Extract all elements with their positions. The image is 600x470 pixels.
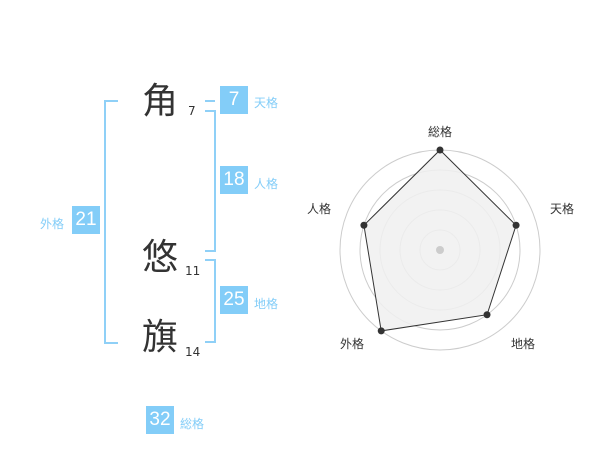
gaikaku-label: 外格 (40, 217, 65, 231)
tenkaku-value: 7 (220, 86, 248, 114)
radar-label-chikaku: 地格 (511, 337, 536, 351)
chikaku-value: 25 (220, 286, 248, 314)
stroke-count-3: 14 (185, 345, 201, 359)
stroke-count-1: 7 (188, 104, 196, 118)
gaikaku-bracket (104, 100, 118, 344)
radar-point (512, 221, 520, 229)
radar-point (436, 146, 444, 154)
gaikaku-value: 21 (72, 206, 100, 234)
jinkaku-bracket (205, 110, 216, 252)
radar-point (360, 221, 368, 229)
radar-label-gaikaku: 外格 (340, 337, 365, 351)
name-char-3: 旗 (141, 317, 178, 358)
radar-label-jinkaku: 人格 (307, 202, 332, 216)
name-char-2: 悠 (141, 237, 178, 278)
radar-point (377, 327, 385, 335)
soukaku-value: 32 (146, 406, 174, 434)
tenkaku-bracket (205, 100, 215, 102)
stroke-count-2: 11 (185, 264, 201, 278)
name-char-1: 角 (141, 81, 178, 122)
radar-point (483, 311, 491, 319)
radar-center (436, 246, 444, 254)
chikaku-bracket (205, 259, 216, 343)
radar-label-soukaku: 総格 (428, 125, 453, 139)
tenkaku-label: 天格 (254, 96, 279, 110)
radar-area (363, 149, 517, 332)
jinkaku-label: 人格 (254, 177, 279, 191)
radar-label-tenkaku: 天格 (550, 202, 575, 216)
chikaku-label: 地格 (254, 297, 279, 311)
jinkaku-value: 18 (220, 166, 248, 194)
soukaku-label: 総格 (180, 417, 205, 431)
